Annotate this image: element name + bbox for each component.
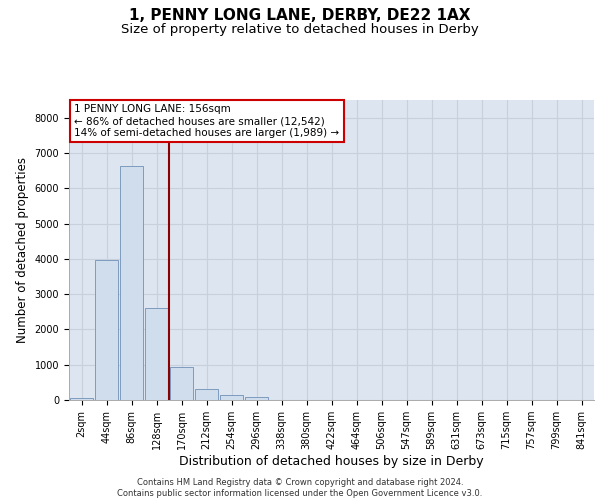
Bar bbox=[145, 308, 169, 400]
Bar bbox=[245, 397, 268, 400]
Bar bbox=[70, 398, 94, 400]
Text: 1 PENNY LONG LANE: 156sqm
← 86% of detached houses are smaller (12,542)
14% of s: 1 PENNY LONG LANE: 156sqm ← 86% of detac… bbox=[74, 104, 340, 138]
Bar bbox=[95, 260, 118, 400]
Y-axis label: Number of detached properties: Number of detached properties bbox=[16, 157, 29, 343]
Text: Size of property relative to detached houses in Derby: Size of property relative to detached ho… bbox=[121, 22, 479, 36]
Bar bbox=[194, 389, 218, 400]
Bar bbox=[220, 396, 244, 400]
Bar bbox=[170, 367, 193, 400]
Text: 1, PENNY LONG LANE, DERBY, DE22 1AX: 1, PENNY LONG LANE, DERBY, DE22 1AX bbox=[129, 8, 471, 22]
Bar bbox=[119, 166, 143, 400]
X-axis label: Distribution of detached houses by size in Derby: Distribution of detached houses by size … bbox=[179, 455, 484, 468]
Text: Contains HM Land Registry data © Crown copyright and database right 2024.
Contai: Contains HM Land Registry data © Crown c… bbox=[118, 478, 482, 498]
